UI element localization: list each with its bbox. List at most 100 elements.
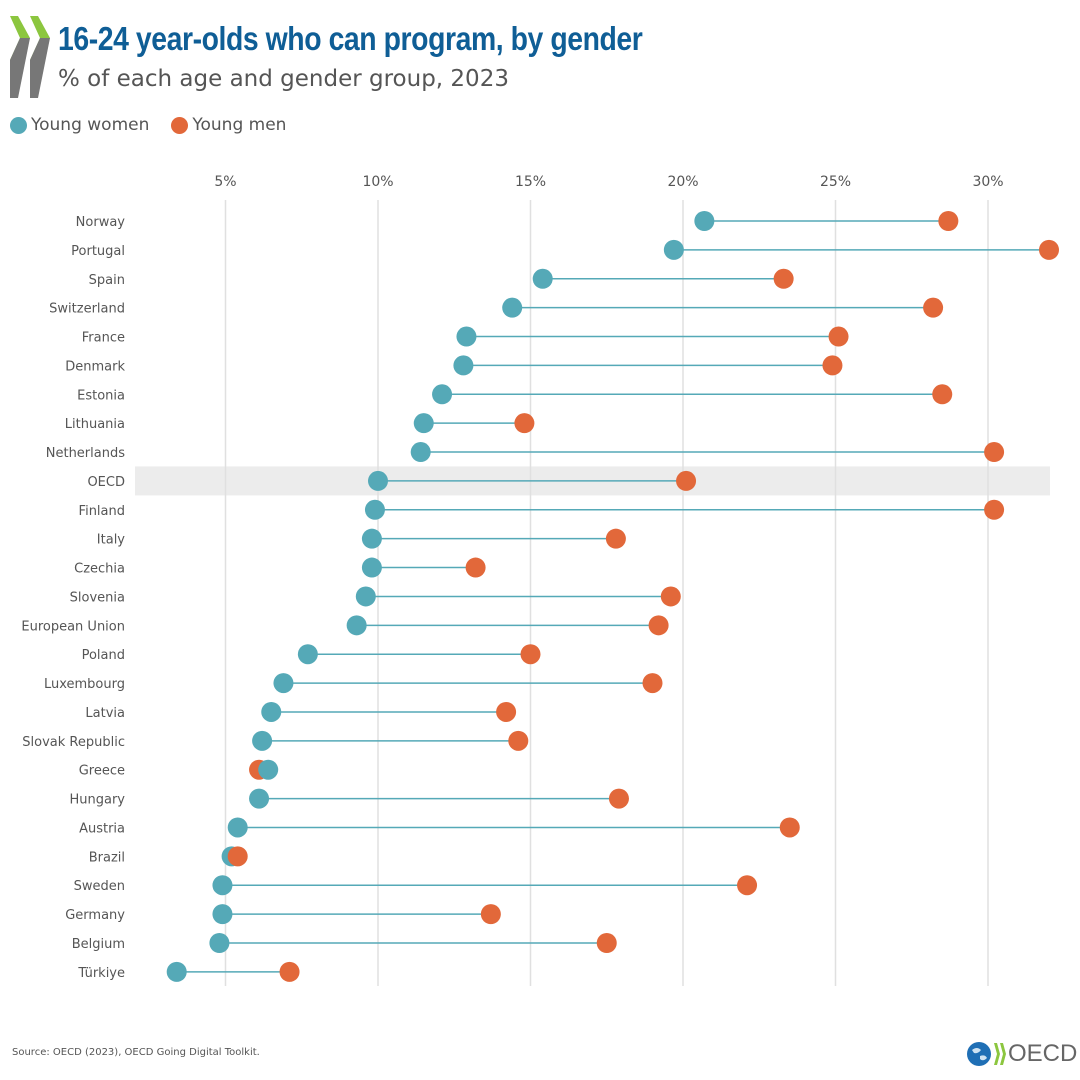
dot-young-men xyxy=(923,297,944,318)
x-tick-label: 15% xyxy=(515,174,546,190)
category-label: Slovak Republic xyxy=(22,735,125,750)
dot-young-women xyxy=(209,933,230,953)
dot-young-women xyxy=(258,759,279,780)
dot-young-men xyxy=(642,673,663,694)
source-note: Source: OECD (2023), OECD Going Digital … xyxy=(12,1047,260,1058)
dot-young-women xyxy=(355,586,376,607)
category-label: Italy xyxy=(97,533,126,548)
dot-young-women xyxy=(364,499,385,520)
legend-label-women: Young women xyxy=(31,115,150,135)
dot-young-men xyxy=(773,268,794,289)
dot-young-women xyxy=(261,701,282,722)
dot-young-women xyxy=(212,904,233,925)
category-label: Netherlands xyxy=(46,446,125,461)
dot-young-men xyxy=(828,326,849,347)
category-label: Switzerland xyxy=(49,302,125,317)
dot-young-women xyxy=(694,211,715,231)
category-label: Portugal xyxy=(71,244,125,259)
category-label: Sweden xyxy=(74,879,125,894)
x-tick-label: 30% xyxy=(972,174,1003,190)
dot-young-women xyxy=(532,268,553,289)
legend-swatch-men xyxy=(171,116,189,134)
dot-young-men xyxy=(1039,239,1059,260)
chart-subtitle: % of each age and gender group, 2023 xyxy=(58,66,509,92)
category-label: Belgium xyxy=(72,937,125,952)
dot-young-men xyxy=(660,586,681,607)
legend-item-men: Young men xyxy=(171,115,286,135)
dot-young-men xyxy=(514,413,535,434)
category-label: Slovenia xyxy=(70,590,125,605)
dot-young-men xyxy=(480,904,501,925)
dot-young-men xyxy=(984,499,1005,520)
dot-young-women xyxy=(227,817,248,838)
dot-young-women xyxy=(297,644,318,665)
dot-young-women xyxy=(249,788,270,809)
dot-young-women xyxy=(166,961,187,982)
oecd-chevrons-icon xyxy=(10,16,50,98)
category-label: Norway xyxy=(76,215,126,230)
dot-young-men xyxy=(676,470,697,491)
dot-young-women xyxy=(453,355,474,376)
dot-young-men xyxy=(508,730,529,751)
category-label: Poland xyxy=(82,648,125,663)
legend-item-women: Young women xyxy=(10,115,149,135)
dot-young-women xyxy=(456,326,477,347)
legend-label-men: Young men xyxy=(192,115,287,135)
dot-young-men xyxy=(496,701,517,722)
x-tick-label: 5% xyxy=(214,174,236,190)
category-label: France xyxy=(82,331,125,346)
x-tick-label: 20% xyxy=(667,174,698,190)
category-label: Türkiye xyxy=(77,966,125,981)
category-label: Hungary xyxy=(69,793,125,808)
category-label: Lithuania xyxy=(65,417,125,432)
dot-young-men xyxy=(608,788,629,809)
category-label: Latvia xyxy=(85,706,125,721)
oecd-logo: OECD xyxy=(966,1040,1077,1068)
legend: Young women Young men xyxy=(10,115,286,135)
globe-icon xyxy=(967,1042,991,1066)
dot-young-men xyxy=(938,211,959,231)
category-label: Brazil xyxy=(89,850,125,865)
dot-young-women xyxy=(212,875,233,896)
dot-young-women xyxy=(273,673,294,694)
dot-young-men xyxy=(605,528,626,549)
dot-young-women xyxy=(413,413,434,434)
category-label: Greece xyxy=(79,764,125,779)
x-tick-label: 10% xyxy=(362,174,393,190)
dot-young-men xyxy=(984,442,1005,463)
x-tick-label: 25% xyxy=(820,174,851,190)
category-label: Germany xyxy=(65,908,125,923)
category-label: Luxembourg xyxy=(44,677,125,692)
dot-young-men xyxy=(932,384,953,405)
category-label: Czechia xyxy=(74,562,125,577)
dot-young-men xyxy=(520,644,541,665)
chevrons-icon xyxy=(994,1043,1006,1065)
dot-young-men xyxy=(465,557,486,578)
dot-young-men xyxy=(779,817,800,838)
dot-young-women xyxy=(361,557,382,578)
legend-swatch-women xyxy=(10,116,27,134)
dot-young-women xyxy=(252,730,273,751)
category-label: Spain xyxy=(89,273,125,288)
dot-young-women xyxy=(368,470,388,491)
logo-text: OECD xyxy=(1008,1040,1078,1067)
dot-young-women xyxy=(663,239,684,260)
category-label: Finland xyxy=(79,504,125,519)
dot-young-women xyxy=(410,442,431,463)
dot-young-men xyxy=(822,355,843,376)
dot-young-men xyxy=(648,615,669,636)
chart-title: 16-24 year-olds who can program, by gend… xyxy=(58,20,643,57)
category-label: Estonia xyxy=(77,388,125,403)
category-label: Austria xyxy=(79,821,125,836)
dot-young-women xyxy=(502,297,523,318)
category-label: OECD xyxy=(87,475,125,490)
dot-young-women xyxy=(432,384,453,405)
dot-young-women xyxy=(361,528,382,549)
dot-young-women xyxy=(346,615,367,636)
category-label: Denmark xyxy=(65,359,125,374)
dot-young-men xyxy=(227,846,248,867)
category-label: European Union xyxy=(21,619,125,634)
dot-young-men xyxy=(737,875,758,896)
